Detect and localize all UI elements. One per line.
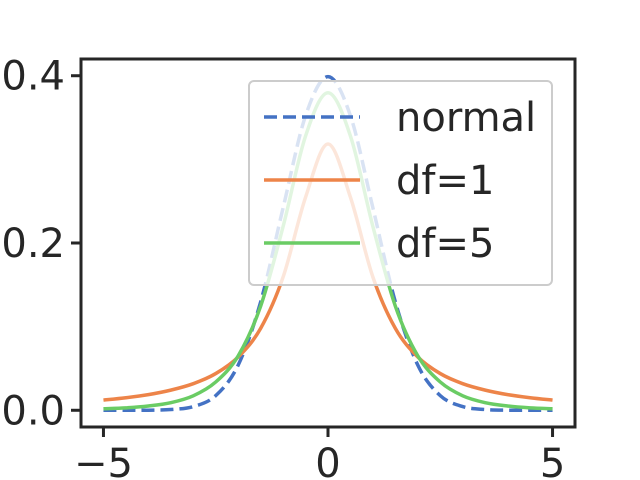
y-tick-label: 0.4 (1, 54, 65, 100)
legend-label: df=1 (396, 158, 494, 204)
axis-ticks: −5 0 5 0.0 0.2 0.4 (1, 54, 565, 480)
series-line-normal (103, 74, 553, 413)
y-tick-label: 0.2 (1, 221, 65, 267)
legend: normal df=1 df=5 (248, 80, 553, 286)
x-tick-label: 0 (315, 441, 340, 480)
legend-label: df=5 (396, 221, 494, 267)
x-tick-label: 5 (540, 441, 565, 480)
y-tick-label: 0.0 (1, 388, 65, 434)
legend-label: normal (396, 95, 536, 141)
x-tick-label: −5 (74, 441, 133, 480)
legend-box (248, 80, 553, 286)
